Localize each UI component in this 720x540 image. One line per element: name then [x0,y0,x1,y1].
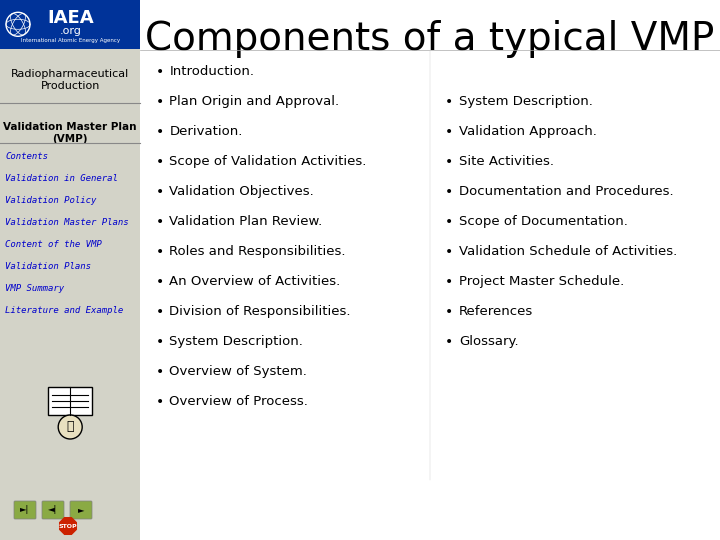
Text: •: • [445,95,454,109]
Text: ►: ► [78,505,84,515]
Text: Content of the VMP: Content of the VMP [5,240,102,249]
Text: •: • [156,155,163,169]
Bar [48,387,92,415]
Text: Components of a typical VMP: Components of a typical VMP [145,20,715,58]
FancyBboxPatch shape [70,501,92,519]
FancyBboxPatch shape [14,501,36,519]
Text: .org: .org [59,26,81,36]
Text: Site Activities.: Site Activities. [459,155,554,168]
Text: Validation Plan Review.: Validation Plan Review. [169,215,323,228]
Text: Overview of Process.: Overview of Process. [169,395,308,408]
Text: •: • [156,125,163,139]
Text: Contents: Contents [5,152,48,161]
Text: Validation Schedule of Activities.: Validation Schedule of Activities. [459,245,678,258]
Text: •: • [445,335,454,349]
Text: •: • [156,95,163,109]
Text: Project Master Schedule.: Project Master Schedule. [459,275,624,288]
Text: •: • [445,275,454,289]
Text: •: • [156,245,163,259]
Text: Validation Objectives.: Validation Objectives. [169,185,314,198]
Text: •: • [156,335,163,349]
Text: System Description.: System Description. [459,95,593,108]
Text: References: References [459,305,534,318]
Text: •: • [156,65,163,79]
Text: VMP Summary: VMP Summary [5,284,64,293]
Text: •: • [156,365,163,379]
Text: •: • [156,215,163,229]
Text: Glossary.: Glossary. [459,335,518,348]
Text: •: • [445,245,454,259]
Circle shape [58,415,82,439]
Text: ◄|: ◄| [48,505,58,515]
Text: Radiopharmaceutical
Production: Radiopharmaceutical Production [11,69,130,91]
Text: Introduction.: Introduction. [169,65,254,78]
Text: Validation Plans: Validation Plans [5,262,91,271]
Text: 👓: 👓 [66,421,74,434]
Text: •: • [445,125,454,139]
Bar [0,0,140,49]
Text: •: • [445,305,454,319]
Text: •: • [445,155,454,169]
Text: Documentation and Procedures.: Documentation and Procedures. [459,185,674,198]
Text: •: • [445,185,454,199]
Text: •: • [156,275,163,289]
Text: Division of Responsibilities.: Division of Responsibilities. [169,305,351,318]
Text: •: • [156,185,163,199]
Text: ►|: ►| [20,505,30,515]
Text: Validation Master Plan
(VMP): Validation Master Plan (VMP) [4,122,137,144]
Text: Validation Approach.: Validation Approach. [459,125,597,138]
Text: Validation Policy: Validation Policy [5,196,96,205]
Text: STOP: STOP [59,523,77,529]
Text: An Overview of Activities.: An Overview of Activities. [169,275,341,288]
Text: Overview of System.: Overview of System. [169,365,307,378]
Text: System Description.: System Description. [169,335,303,348]
Text: •: • [156,395,163,409]
Text: Literature and Example: Literature and Example [5,306,123,315]
Text: IAEA: IAEA [47,9,94,28]
Text: Validation Master Plans: Validation Master Plans [5,218,129,227]
Text: •: • [445,215,454,229]
Text: Derivation.: Derivation. [169,125,243,138]
FancyBboxPatch shape [42,501,64,519]
Text: •: • [156,305,163,319]
Text: Scope of Validation Activities.: Scope of Validation Activities. [169,155,366,168]
Text: International Atomic Energy Agency: International Atomic Energy Agency [21,38,120,43]
Text: Scope of Documentation.: Scope of Documentation. [459,215,628,228]
Bar [0,0,140,540]
Text: Roles and Responsibilities.: Roles and Responsibilities. [169,245,346,258]
Text: Plan Origin and Approval.: Plan Origin and Approval. [169,95,340,108]
Text: Validation in General: Validation in General [5,174,118,183]
Polygon shape [60,518,76,534]
